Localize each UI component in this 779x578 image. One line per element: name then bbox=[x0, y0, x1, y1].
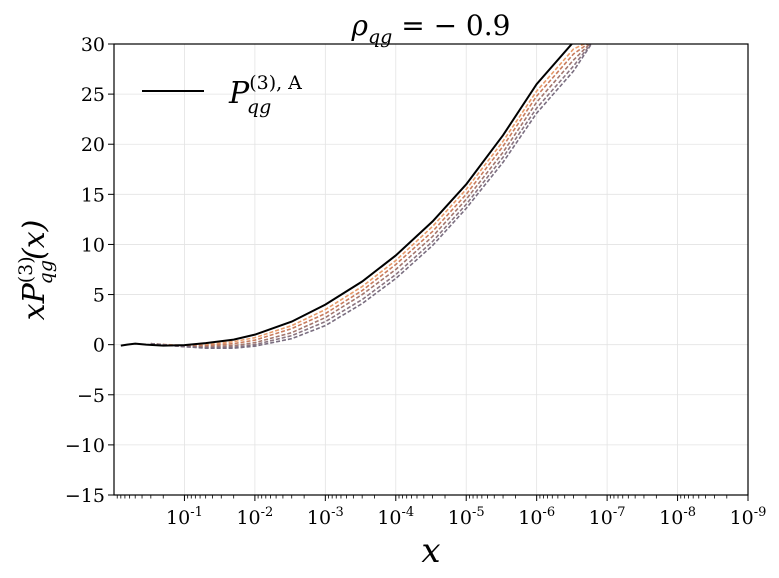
y-tick-label: 0 bbox=[93, 335, 105, 357]
plot-frame bbox=[113, 43, 749, 496]
grid bbox=[114, 43, 749, 496]
x-axis-label: x bbox=[421, 531, 440, 571]
variant-curve bbox=[150, 44, 591, 348]
variant-curve bbox=[150, 44, 592, 349]
series-layer bbox=[120, 44, 593, 349]
y-tick-label: −5 bbox=[77, 385, 105, 407]
y-tick-label: 20 bbox=[81, 134, 105, 156]
y-tick-label: −15 bbox=[65, 485, 105, 507]
x-tick-label: 10-7 bbox=[589, 505, 626, 529]
variant-curve bbox=[150, 44, 590, 347]
y-tick-label: 5 bbox=[93, 285, 105, 307]
x-tick-label: 10-4 bbox=[377, 505, 414, 529]
variant-curve bbox=[150, 44, 586, 347]
chart-title: ρqg = − 0.9 bbox=[351, 9, 511, 48]
x-tick-label: 10-6 bbox=[518, 505, 555, 529]
y-tick-label: −10 bbox=[65, 435, 105, 457]
x-tick-label: 10-3 bbox=[307, 505, 344, 529]
x-tick-label: 10-5 bbox=[448, 505, 485, 529]
x-tick-label: 10-2 bbox=[236, 505, 273, 529]
y-tick-label: 30 bbox=[81, 34, 105, 56]
y-axis-label: xP(3)qg(x) bbox=[15, 220, 57, 321]
y-tick-label: 15 bbox=[81, 184, 105, 206]
y-tick-label: 25 bbox=[81, 84, 105, 106]
y-tick-label: 10 bbox=[81, 234, 105, 256]
x-tick-label: 10-8 bbox=[659, 505, 696, 529]
x-tick-label: 10-1 bbox=[166, 505, 203, 529]
axis-ticks: 10-1 10-2 10-3 10-4 10-5 10-6 10-7 10-8 10-9 −15 −… bbox=[65, 34, 767, 529]
series-line bbox=[120, 44, 574, 347]
x-tick-label: 10-9 bbox=[730, 505, 767, 529]
variant-curve bbox=[150, 44, 593, 349]
